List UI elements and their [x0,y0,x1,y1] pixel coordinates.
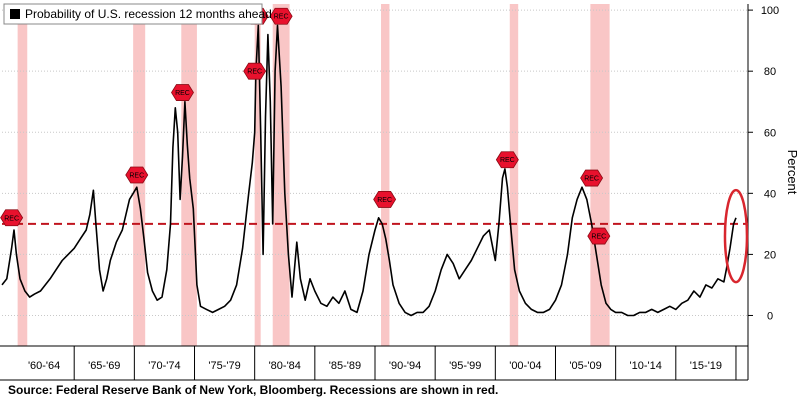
rec-marker-shape [243,62,267,80]
x-tick-label: '10-'14 [630,360,662,372]
rec-marker-label: REC [591,234,606,241]
rec-marker: REC [125,166,149,184]
rec-marker-label: REC [500,157,515,164]
legend-box [3,3,263,25]
recession-band [254,4,261,346]
y-axis-label: Percent [785,150,800,195]
rec-marker-shape [587,227,611,245]
rec-marker-label: REC [377,197,392,204]
series-line [1,24,737,317]
rec-marker-shape [269,7,293,25]
rec-marker-label: REC [175,90,190,97]
rec-marker: REC [373,191,397,208]
source-note: Source: Federal Reserve Bank of New York… [8,383,499,397]
rec-marker-label: REC [129,173,144,180]
rec-marker-label: REC [247,69,262,76]
x-tick-label: '95-'99 [449,360,481,372]
y-tick-label: 60 [764,127,776,139]
x-tick-label: '60-'64 [28,360,60,372]
rec-marker-shape [0,209,24,227]
legend-label: Probability of U.S. recession 12 months … [25,7,272,21]
x-tick-label: '80-'84 [269,360,301,372]
rec-marker-shape [171,84,194,101]
recession-band [272,4,290,346]
x-tick-label: '65-'69 [88,360,120,372]
recession-band [17,4,28,346]
y-tick-label: 80 [764,66,776,78]
legend-swatch [10,9,20,19]
rec-marker-shape [580,169,604,187]
y-tick-label: 20 [764,249,776,261]
legend: Probability of U.S. recession 12 months … [3,3,272,25]
rec-marker: REC [171,84,194,101]
x-tick-label: '70-'74 [148,360,180,372]
recession-band [381,4,390,346]
rec-marker: REC [0,209,24,227]
rec-marker: REC [580,169,604,187]
rec-marker-label: REC [584,176,599,183]
x-tick-label: '15-'19 [690,360,722,372]
x-tick-label: '05-'09 [569,360,601,372]
rec-marker-shape [125,166,149,184]
rec-marker-label: REC [274,14,289,21]
rec-marker: REC [587,227,611,245]
rec-marker: REC [495,151,519,169]
rec-marker-shape [373,191,397,208]
rec-marker-shape [495,151,519,169]
y-tick-label: 100 [761,5,779,17]
y-tick-label: 40 [764,188,776,200]
rec-marker: REC [269,7,293,25]
recession-band [509,4,519,346]
x-tick-label: '00-'04 [509,360,541,372]
x-tick-label: '75-'79 [208,360,240,372]
highlight-ellipse [723,188,749,284]
rec-marker: REC [243,62,267,80]
x-tick-label: '90-'94 [389,360,421,372]
y-tick-label: 0 [767,310,773,322]
x-tick-label: '85-'89 [329,360,361,372]
rec-marker-label: REC [4,215,19,222]
